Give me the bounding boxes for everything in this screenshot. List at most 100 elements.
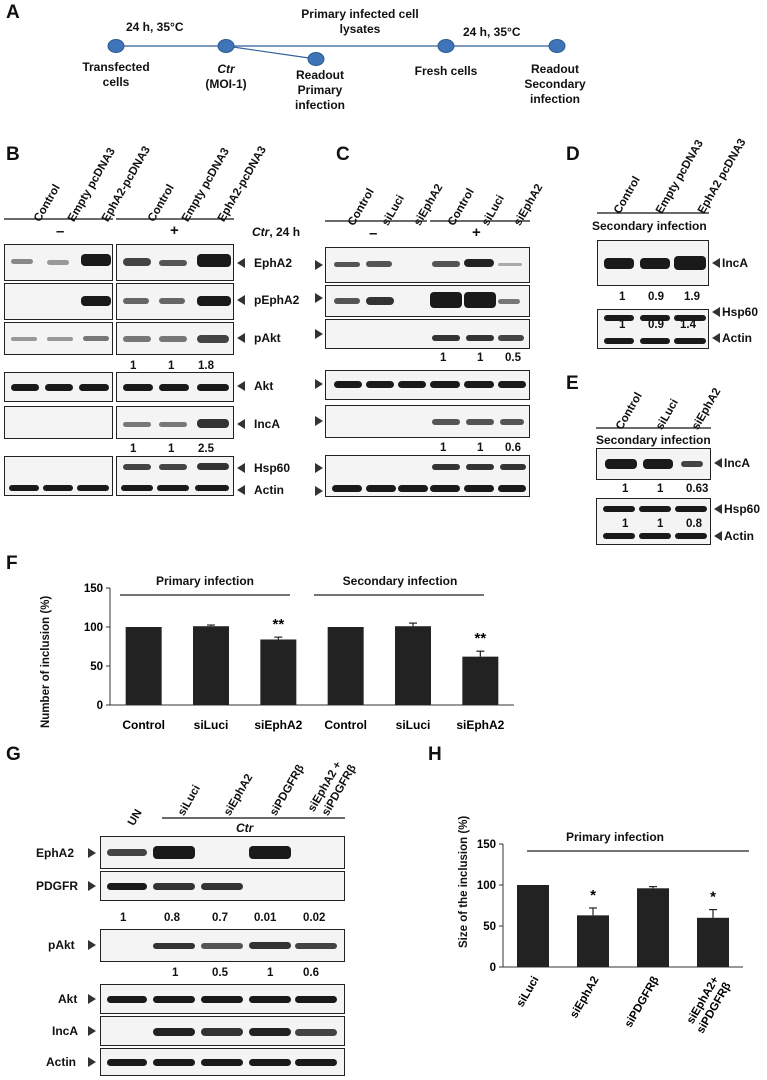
band (432, 419, 460, 425)
d-blot-hsp-actin (597, 309, 709, 349)
b-arrow-epha2 (237, 258, 245, 268)
band (11, 259, 33, 264)
h-bar (577, 915, 609, 967)
g-ctr: Ctr (236, 821, 254, 835)
d-inca-q1: 1 (619, 291, 626, 303)
a-moi: (MOI-1) (205, 77, 247, 91)
band (366, 381, 394, 388)
g-pdgfr-q3: 0.7 (212, 912, 228, 924)
band (640, 338, 670, 344)
band (81, 254, 111, 266)
d-row-hsp60: Hsp60 (722, 305, 759, 319)
band (640, 258, 670, 269)
band (47, 260, 69, 265)
band (366, 261, 392, 267)
band (430, 485, 460, 492)
band (159, 260, 187, 266)
band (201, 1028, 243, 1036)
b-minus: – (56, 223, 65, 240)
c-pakt-q2: 1 (477, 352, 484, 364)
f-bar (260, 639, 297, 705)
g-blot-inca (100, 1016, 345, 1046)
band (81, 296, 111, 306)
f-bar (125, 627, 162, 705)
g-row-akt: Akt (58, 992, 78, 1006)
g-arrow-epha2 (88, 848, 96, 858)
band (498, 299, 520, 304)
band (77, 485, 109, 491)
e-blot-inca (596, 448, 711, 480)
band (640, 315, 670, 321)
g-arrow-pdgfr (88, 881, 96, 891)
b-row-epha2: EphA2 (254, 256, 293, 270)
band (11, 337, 37, 341)
band (432, 464, 460, 470)
a-fresh-cells: Fresh cells (414, 64, 478, 78)
a-timeline-node (548, 39, 566, 53)
b-row-actin: Actin (254, 483, 284, 497)
band (11, 384, 39, 391)
a-time-2: 24 h, 35°C (463, 25, 521, 39)
d-hsp-q2: 0.9 (648, 319, 664, 331)
band (466, 419, 494, 425)
b-arrow-actin (237, 485, 245, 495)
band (498, 485, 526, 492)
band (604, 338, 634, 344)
band (197, 419, 229, 428)
band (432, 335, 460, 341)
d-inca-q3: 1.9 (684, 291, 700, 303)
band (498, 263, 522, 266)
g-row-pdgfr: PDGFR (36, 879, 78, 893)
band (639, 533, 671, 539)
band (153, 1059, 195, 1066)
b-inca-q2: 1 (168, 443, 175, 455)
band (79, 384, 109, 391)
g-blot-epha2 (100, 836, 345, 869)
band (249, 1059, 291, 1066)
b-row-akt: Akt (254, 379, 274, 393)
a-readout1-l3: infection (295, 98, 345, 112)
b-blot-akt-right (116, 372, 234, 402)
c-arrow-epha2 (315, 260, 323, 270)
f-significance: ** (272, 616, 284, 633)
b-inca-q1: 1 (130, 443, 137, 455)
g-arrow-actin (88, 1057, 96, 1067)
f-group-secondary: Secondary infection (342, 574, 458, 588)
band (107, 883, 147, 890)
a-timeline-node (307, 52, 325, 66)
e-hsp-q3: 0.8 (686, 518, 702, 530)
f-x-label: siEphA2 (456, 718, 504, 732)
b-blot-inca-right (116, 406, 234, 439)
h-bar (637, 888, 669, 967)
panel-label-c: C (336, 144, 350, 165)
b-ctr-tail: , 24 h (269, 225, 301, 239)
band (249, 942, 291, 949)
a-center-line1: Primary infected cell (301, 7, 419, 21)
a-timeline-node (107, 39, 125, 53)
band (123, 464, 151, 470)
panel-label-h: H (428, 744, 442, 765)
band (603, 506, 635, 512)
c-arrow-pakt (315, 329, 323, 339)
band (197, 254, 231, 267)
panel-label-f: F (6, 553, 18, 574)
band (466, 335, 494, 341)
b-blot-inca-left (4, 406, 113, 439)
b-pakt-q1: 1 (130, 360, 137, 372)
band (201, 1059, 243, 1066)
e-hsp-q1: 1 (622, 518, 629, 530)
band (249, 846, 291, 859)
b-blot-pepha2-left (4, 283, 113, 320)
band (498, 335, 524, 341)
band (500, 419, 524, 425)
a-readout1-l1: Readout (296, 68, 344, 82)
a-ctr: Ctr (217, 62, 235, 76)
band (398, 485, 428, 492)
h-title: Primary infection (565, 830, 665, 844)
g-blot-actin (100, 1048, 345, 1076)
band (432, 261, 460, 267)
f-significance: ** (474, 630, 486, 647)
band (430, 292, 462, 308)
b-arrow-hsp60 (237, 463, 245, 473)
